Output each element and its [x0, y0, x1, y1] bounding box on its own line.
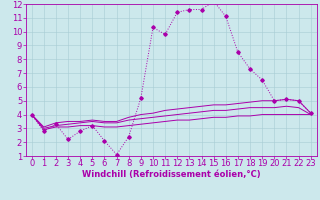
X-axis label: Windchill (Refroidissement éolien,°C): Windchill (Refroidissement éolien,°C)	[82, 170, 260, 179]
